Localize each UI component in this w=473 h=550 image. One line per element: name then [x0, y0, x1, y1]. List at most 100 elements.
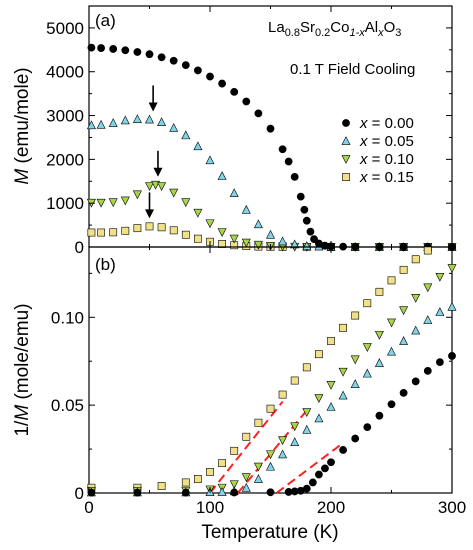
data-point: [375, 411, 384, 420]
data-point: [109, 45, 118, 53]
panel-a-arrows: [145, 85, 163, 219]
panel-b-label: (b): [95, 255, 116, 274]
data-point: [242, 97, 251, 106]
data-point: [326, 402, 336, 411]
data-point: [242, 432, 251, 441]
data-point: [351, 311, 360, 320]
data-point: [217, 228, 227, 237]
legend-label: x = 0.10: [359, 151, 414, 168]
data-point: [411, 377, 420, 386]
data-point: [350, 379, 360, 388]
data-point: [181, 478, 190, 487]
panel-a-markers: [86, 43, 457, 252]
panel-a: 0 1000 2000 3000 4000 5000 (a) La0.8Sr0.2Co1-…: [12, 5, 457, 257]
data-point: [97, 228, 105, 237]
data-point: [169, 188, 179, 198]
y-tick-label: 0.10: [51, 308, 84, 327]
panel-a-ylabel: M (emu/mole): [12, 67, 33, 184]
data-point: [284, 157, 293, 166]
data-point: [302, 484, 311, 493]
data-point: [310, 235, 318, 244]
data-point: [157, 223, 166, 232]
x-tick-label: 0: [84, 498, 93, 517]
data-point: [241, 204, 251, 214]
data-point: [133, 488, 142, 497]
data-point: [253, 240, 263, 250]
data-point: [435, 272, 445, 282]
data-point: [169, 122, 179, 132]
data-point: [241, 473, 251, 483]
field-note: 0.1 T Field Cooling: [290, 61, 415, 78]
legend-marker: [341, 155, 351, 164]
x-tick-label: 300: [438, 498, 466, 517]
data-point: [157, 117, 167, 127]
data-point: [206, 468, 214, 476]
data-point: [217, 487, 227, 496]
data-point: [306, 227, 315, 236]
y-tick-label: 0: [75, 484, 84, 503]
data-point: [266, 450, 275, 460]
data-point: [157, 482, 166, 490]
data-point: [399, 306, 409, 316]
data-point: [363, 299, 372, 308]
data-point: [266, 461, 275, 471]
legend-label: x = 0.00: [359, 115, 414, 132]
data-point: [302, 408, 312, 418]
data-point: [169, 56, 178, 65]
data-point: [411, 294, 421, 303]
data-point: [362, 368, 372, 378]
data-point: [290, 239, 300, 249]
data-point: [253, 219, 263, 229]
legend: x = 0.00x = 0.05x = 0.10x = 0.15: [341, 115, 414, 186]
data-point: [96, 198, 106, 208]
data-point: [327, 458, 335, 467]
data-point: [302, 216, 311, 225]
data-point: [132, 114, 142, 123]
data-point: [350, 355, 360, 365]
peak-arrow-head: [153, 167, 163, 177]
panel-b-xlabel: Temperature (K): [201, 522, 338, 543]
data-point: [97, 44, 105, 52]
data-point: [120, 196, 130, 206]
compound-formula: La0.8Sr0.2Co1-xAlxO3: [268, 19, 401, 39]
data-point: [411, 255, 420, 264]
data-point: [241, 482, 251, 492]
data-point: [253, 462, 263, 472]
data-point: [278, 436, 288, 446]
data-point: [314, 413, 324, 423]
data-point: [302, 424, 312, 434]
panel-a-ticks: 0 1000 2000 3000 4000 5000: [46, 6, 453, 257]
data-point: [229, 480, 239, 490]
data-point: [229, 234, 239, 244]
data-point: [374, 358, 384, 367]
data-point: [230, 87, 239, 96]
data-point: [108, 118, 118, 127]
data-point: [423, 315, 433, 324]
data-point: [338, 367, 348, 377]
data-point: [387, 346, 396, 356]
data-point: [278, 390, 287, 399]
data-point: [308, 478, 317, 487]
data-point: [278, 236, 288, 246]
data-point: [290, 376, 299, 385]
data-point: [169, 226, 178, 235]
data-point: [435, 307, 445, 316]
data-point: [326, 381, 336, 390]
data-point: [253, 474, 263, 483]
data-point: [447, 264, 457, 273]
data-point: [193, 208, 203, 218]
data-point: [254, 418, 263, 427]
peak-arrow-head: [148, 102, 158, 112]
data-point: [108, 198, 118, 208]
data-point: [109, 228, 118, 237]
data-point: [205, 219, 215, 229]
data-point: [218, 79, 226, 88]
data-point: [411, 325, 421, 335]
data-point: [314, 470, 323, 479]
data-point: [230, 446, 239, 455]
data-point: [181, 488, 190, 497]
data-point: [423, 246, 432, 255]
panel-a-label: (a): [95, 11, 116, 30]
panel-b: 0 100 200 300 0 0.05 0.10 (b) 1/M (mole/emu) T…: [12, 246, 466, 543]
data-point: [399, 388, 408, 397]
